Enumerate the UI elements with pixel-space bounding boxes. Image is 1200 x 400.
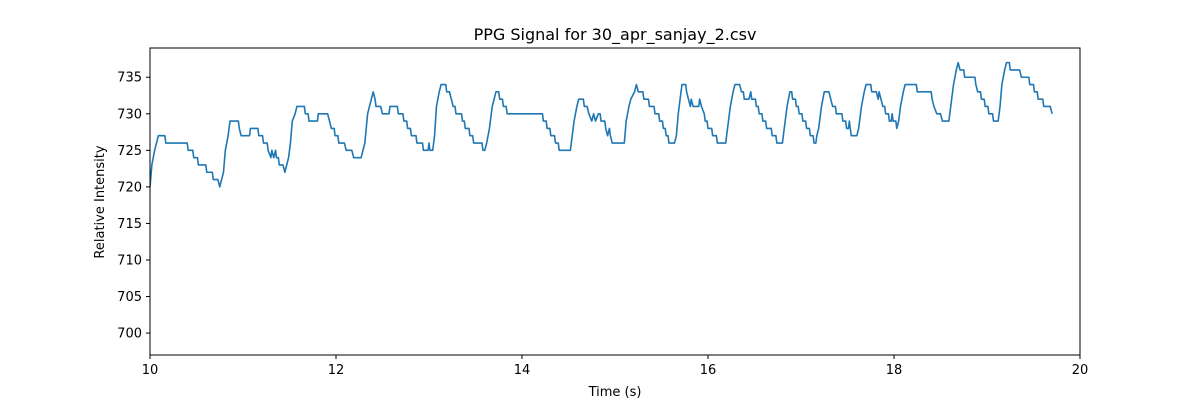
y-axis: 700 705 710 715 720 725 730 735 — [117, 71, 150, 342]
y-tick-label: 700 — [117, 327, 142, 342]
y-tick-label: 730 — [117, 107, 142, 122]
y-tick-label: 725 — [117, 144, 142, 159]
plot-area — [149, 47, 1081, 356]
x-tick-label: 12 — [328, 363, 345, 378]
y-tick-label: 705 — [117, 290, 142, 305]
y-axis-label: Relative Intensity — [93, 145, 108, 258]
x-tick-label: 18 — [886, 363, 903, 378]
x-tick-label: 14 — [514, 363, 531, 378]
axes-frame — [149, 47, 1081, 356]
y-tick-label: 710 — [117, 253, 142, 268]
x-tick-label: 16 — [700, 363, 717, 378]
x-tick-label: 20 — [1072, 363, 1089, 378]
x-axis-label: Time (s) — [588, 385, 642, 400]
y-tick-label: 715 — [117, 217, 142, 232]
series-line — [150, 61, 1053, 188]
x-axis: 10 12 14 16 18 20 — [142, 355, 1089, 378]
x-tick-label: 10 — [142, 363, 159, 378]
y-tick-label: 735 — [117, 71, 142, 86]
y-tick-label: 720 — [117, 180, 142, 195]
chart-title: PPG Signal for 30_apr_sanjay_2.csv — [474, 25, 757, 45]
